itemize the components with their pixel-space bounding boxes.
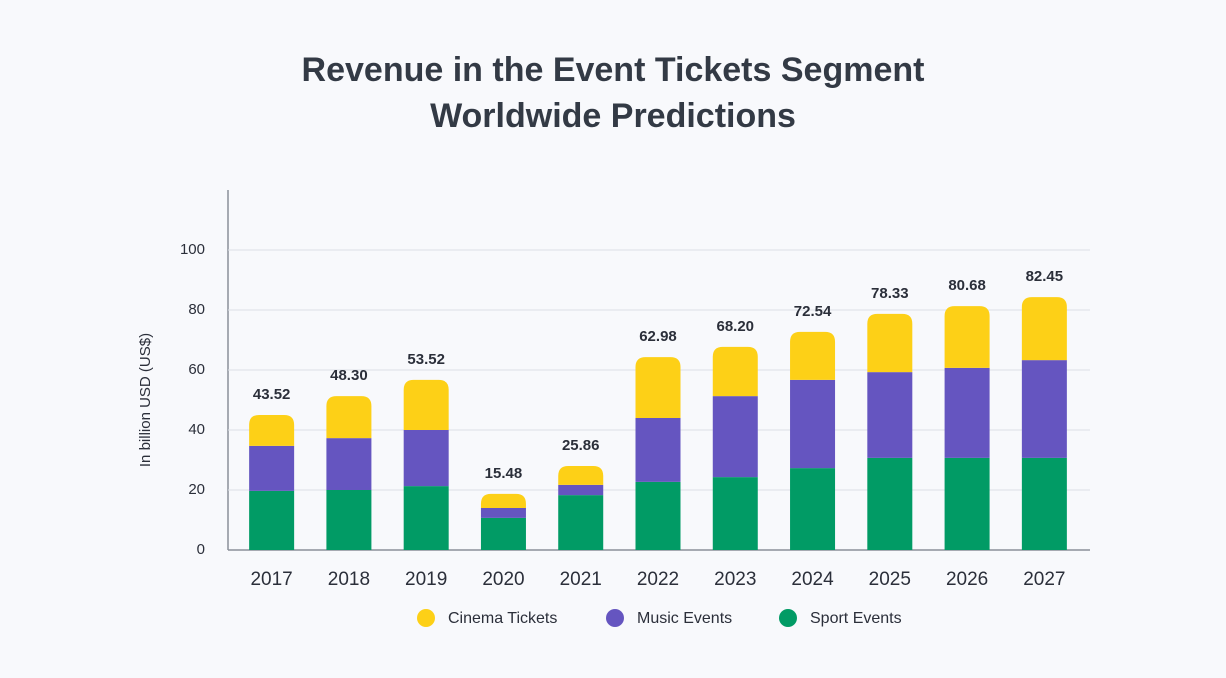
total-label: 80.68 — [948, 277, 986, 294]
x-tick-label: 2017 — [250, 569, 292, 590]
bar-segment — [790, 331, 836, 380]
y-tick-label: 0 — [197, 541, 205, 558]
bar-segment — [635, 481, 681, 550]
y-tick-label: 60 — [188, 361, 205, 378]
total-label: 48.30 — [330, 367, 368, 384]
bar-segment — [558, 484, 604, 496]
x-tick-label: 2019 — [405, 569, 447, 590]
total-label: 62.98 — [639, 328, 677, 345]
bar-segment — [326, 438, 372, 490]
x-tick-label: 2023 — [714, 569, 756, 590]
x-tick-label: 2022 — [637, 569, 679, 590]
total-label: 68.20 — [716, 318, 754, 335]
x-tick-label: 2020 — [482, 569, 524, 590]
bar-segment — [326, 396, 372, 439]
y-tick-label: 20 — [188, 481, 205, 498]
total-label: 78.33 — [871, 285, 909, 302]
bar-segment — [1021, 457, 1067, 550]
bar-segment — [249, 415, 295, 446]
legend-label: Sport Events — [810, 610, 902, 627]
x-tick-label: 2018 — [328, 569, 370, 590]
bar-segment — [480, 493, 526, 508]
bar-segment — [403, 379, 449, 430]
total-label: 25.86 — [562, 437, 600, 454]
bar-segment — [635, 357, 681, 418]
y-tick-label: 100 — [180, 241, 205, 258]
bar-segment — [944, 367, 990, 458]
bar-segment — [558, 466, 604, 485]
bar-segment — [326, 490, 372, 550]
legend-label: Cinema Tickets — [448, 610, 557, 627]
y-tick-label: 40 — [188, 421, 205, 438]
bar-segment — [867, 372, 913, 458]
x-tick-label: 2027 — [1023, 569, 1065, 590]
bar-segment — [790, 379, 836, 469]
y-tick-label: 80 — [188, 301, 205, 318]
bar-segment — [403, 486, 449, 550]
total-label: 43.52 — [253, 386, 291, 403]
total-label: 53.52 — [407, 351, 445, 368]
legend-swatch — [779, 609, 797, 627]
bar-segment — [944, 457, 990, 550]
x-tick-label: 2026 — [946, 569, 988, 590]
y-axis-label: In billion USD (US$) — [137, 333, 154, 467]
bar-segment — [790, 468, 836, 550]
bar-segment — [867, 457, 913, 550]
x-tick-label: 2025 — [869, 569, 911, 590]
bar-segment — [635, 418, 681, 482]
total-label: 15.48 — [485, 465, 523, 482]
bar-segment — [480, 508, 526, 518]
legend-swatch — [606, 609, 624, 627]
bar-segment — [712, 346, 758, 397]
bar-segment — [1021, 297, 1067, 361]
x-tick-label: 2024 — [791, 569, 834, 590]
total-label: 72.54 — [794, 303, 832, 320]
chart-title: Revenue in the Event Tickets Segment — [302, 51, 925, 89]
chart-subtitle: Worldwide Predictions — [430, 97, 796, 135]
bar-segment — [944, 306, 990, 368]
x-tick-label: 2021 — [560, 569, 602, 590]
total-label: 82.45 — [1026, 268, 1064, 285]
bar-segment — [249, 445, 295, 491]
bar-segment — [403, 430, 449, 487]
bar-segment — [249, 490, 295, 550]
bar-segment — [558, 495, 604, 550]
bar-segment — [867, 313, 913, 373]
bar-segment — [712, 477, 758, 550]
legend-label: Music Events — [637, 610, 732, 627]
bar-segment — [480, 517, 526, 550]
bar-segment — [1021, 360, 1067, 458]
bar-segment — [712, 396, 758, 478]
legend-swatch — [417, 609, 435, 627]
